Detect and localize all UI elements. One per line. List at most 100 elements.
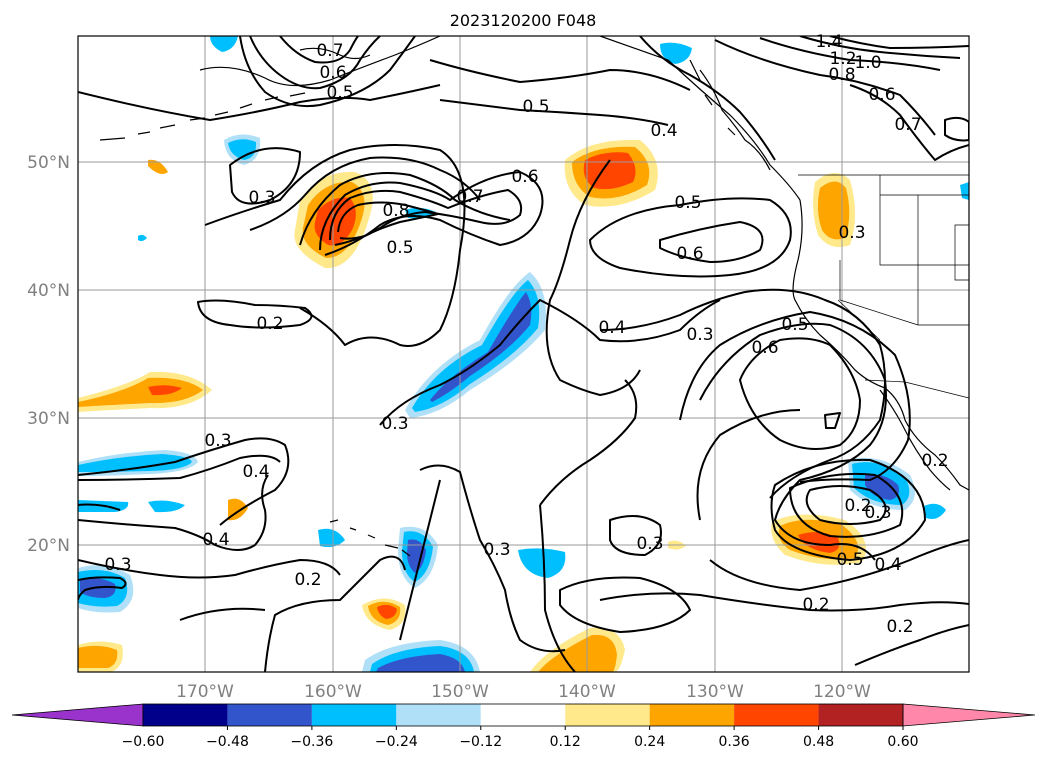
contour-03-mid-south [419,464,566,653]
contour-label: 0.2 [294,570,321,590]
contour-04-se-outer [696,409,801,521]
pos-patch-gulf-alaska-west-dark [314,197,356,246]
lon-label-150w: 150°W [431,682,489,702]
colorbar-segment [649,704,735,726]
contour-label: 0.6 [751,338,778,358]
contour-label: 0.5 [326,83,353,103]
colorbar-tick-label: −0.24 [375,734,418,750]
pos-patch-subtropic-east-dark [798,532,840,553]
contour-07-ne [849,84,969,161]
contour-label: 0.4 [650,121,677,141]
contour-02-south-right [599,592,969,612]
contour-07-north-w [249,36,381,90]
contour-04-wave [249,156,481,231]
colorbar-segment [227,704,312,726]
contour-04-mid-south [539,379,638,506]
longitude-labels: 170°W 160°W 150°W 140°W 130°W 120°W [176,682,871,702]
lon-label-140w: 140°W [558,682,616,702]
figure-title: 2023120200 F048 [450,11,597,30]
colorbar-segment [565,704,650,726]
contour-label: 1.0 [854,53,881,73]
neg-patch-east-25n-dark [865,474,899,500]
pos-patch-west-30n-dark [148,385,182,396]
contour-closed-small-e [824,412,841,429]
contour-label: 0.3 [104,555,131,575]
contour-03-sw-band [78,474,269,551]
contour-closed-03-west [229,147,301,205]
colorbar-arrow-high [902,703,1036,727]
contour-label: 0.3 [636,534,663,554]
contour-label: 0.2 [886,617,913,637]
contour-04-north [429,59,691,91]
contour-06-south [739,337,861,450]
neg-patch-south-center-dark [376,654,465,672]
contour-label: 0.3 [483,540,510,560]
neg-patch-north-2 [210,36,238,52]
contour-05-south [699,322,887,561]
contour-04-east [599,288,886,499]
colorbar-segment [143,704,228,726]
colorbar-arrow-low [11,703,144,727]
contour-03-mid-lower-2 [539,504,576,672]
contour-08-core [337,201,439,240]
north-america-west-coast [792,199,969,491]
neg-patch-small-5 [960,182,969,200]
lat-label-40n: 40°N [27,281,70,301]
graticule [78,36,969,672]
contour-04-sw [78,454,281,481]
pos-patch-south-1-dark [377,604,397,619]
pos-patch-small-1 [148,159,168,174]
colorbar-tick-label: −0.36 [290,734,333,750]
contour-03-northne [639,36,776,161]
colorbar-segment [818,704,903,726]
contour-label: 0.7 [316,41,343,61]
lon-label-170w: 170°W [176,682,234,702]
coastlines [99,36,969,557]
baja-california [879,389,951,491]
contour-02-closed-se [805,485,887,525]
contour-label: 0.3 [204,431,231,451]
contour-06-closed [659,221,764,263]
neg-patch-west-22n-b [148,500,185,513]
neg-patch-small-1 [318,528,345,548]
contour-03-loop [204,144,466,347]
contour-label: 0.2 [802,595,829,615]
lon-label-120w: 120°W [813,682,871,702]
alaska-panhandle [689,59,771,171]
colorbar-tick-label: 0.48 [803,734,834,750]
colorbar-tick-label: −0.60 [122,734,165,750]
contour-05-closed [589,197,792,278]
colorbar-tick-label: −0.48 [206,734,249,750]
contour-label: 0.3 [686,325,713,345]
contour-closed-sw-dark [78,576,127,601]
contour-02-south-band [264,555,406,672]
contour-02-se-corner [854,624,969,666]
neg-patch-small-6 [138,234,147,242]
contour-label: 0.2 [256,314,283,334]
contour-label: 1.4 [815,32,842,52]
contour-label: 1.2 [829,49,856,69]
contour-label: 0.6 [868,85,895,105]
contour-05-north [439,99,669,126]
neg-patch-north-1-mid [228,139,257,160]
neg-patch-central-band-dark [430,292,532,402]
contour-label: 0.3 [864,503,891,523]
contour-label: 0.8 [828,65,855,85]
colorbar: −0.60 −0.48 −0.36 −0.24 −0.12 0.12 0.24 0.36 0.4… [11,703,1036,750]
neg-patch-north-3 [660,42,692,64]
contour-labels: 0.70.60.51.41.21.00.80.60.70.50.40.30.80… [104,32,948,637]
contour-label: 0.2 [921,451,948,471]
colorbar-tick-label: 0.24 [634,734,665,750]
alaska-coast [199,36,801,201]
neg-patch-hawaii-east-dark [407,539,426,573]
contour-label: 0.5 [674,193,701,213]
contour-06-ridge [319,171,544,256]
lat-label-30n: 30°N [27,409,70,429]
contour-02-lower-left-curve [179,607,266,621]
contour-08-ne [759,37,941,71]
contour-lines [78,36,969,672]
contour-label: 0.5 [836,550,863,570]
neg-patch-west-25n-mid [78,454,192,472]
lat-label-50n: 50°N [27,153,70,173]
